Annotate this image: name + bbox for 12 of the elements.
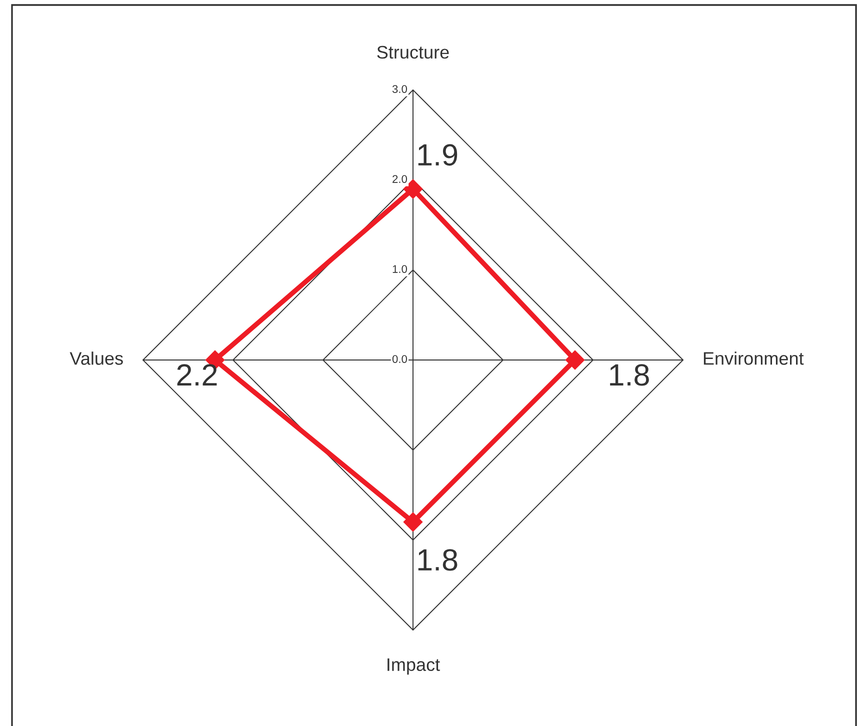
y-tick-label: 0.0 [392,355,408,363]
data-label: 1.8 [418,549,458,571]
y-tick-label: 1.0 [392,265,408,273]
spoke-label: Structure [377,46,449,59]
y-tick-label: 2.0 [392,175,408,183]
spoke-label: Values [70,352,123,365]
spoke-label: Environment [704,352,804,365]
y-tick-label: 3.0 [392,85,408,93]
spoke-label: Impact [388,658,440,675]
data-label: 1.9 [418,144,458,166]
data-label: 2.2 [177,364,217,386]
data-label: 1.8 [610,364,649,386]
